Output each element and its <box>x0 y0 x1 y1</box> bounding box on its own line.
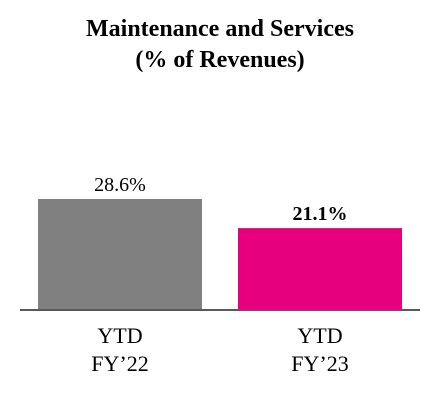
x-tick-label-0: YTD FY’22 <box>38 322 202 378</box>
chart-subtitle: (% of Revenues) <box>135 47 305 73</box>
data-label-0: 28.6% <box>94 174 146 196</box>
bar-0 <box>38 199 202 310</box>
x-tick-label-1-line2: FY’23 <box>291 351 349 376</box>
x-tick-label-1-line1: YTD <box>297 323 343 348</box>
bar-1 <box>238 228 402 310</box>
chart-title-block: Maintenance and Services (% of Revenues) <box>0 14 440 76</box>
x-tick-label-0-line2: FY’22 <box>91 351 149 376</box>
x-tick-label-1: YTD FY’23 <box>238 322 402 378</box>
data-label-1: 21.1% <box>293 203 348 225</box>
chart-title: Maintenance and Services <box>86 16 354 42</box>
x-tick-label-0-line1: YTD <box>97 323 143 348</box>
